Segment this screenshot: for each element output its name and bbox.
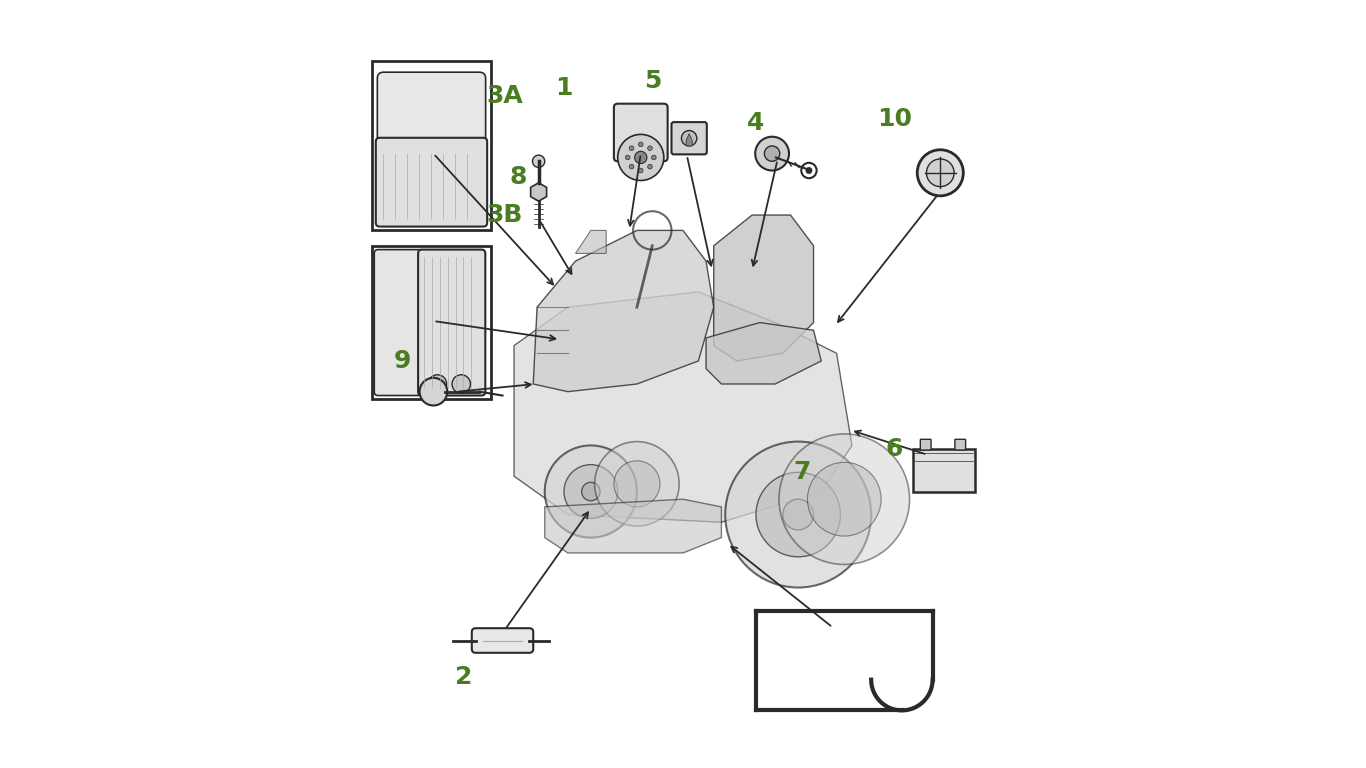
Circle shape xyxy=(755,472,840,557)
Circle shape xyxy=(613,461,660,507)
Circle shape xyxy=(545,445,637,538)
Circle shape xyxy=(630,146,634,151)
Polygon shape xyxy=(533,230,713,392)
Circle shape xyxy=(807,462,881,536)
Bar xyxy=(372,246,490,399)
Polygon shape xyxy=(545,499,721,553)
Circle shape xyxy=(582,482,600,501)
Circle shape xyxy=(452,375,470,393)
Circle shape xyxy=(652,155,656,160)
Circle shape xyxy=(630,164,634,169)
Polygon shape xyxy=(713,215,814,361)
Circle shape xyxy=(419,378,447,406)
FancyBboxPatch shape xyxy=(613,104,668,161)
Text: 5: 5 xyxy=(643,68,661,93)
Text: 7: 7 xyxy=(794,460,811,485)
Bar xyxy=(372,61,490,230)
Circle shape xyxy=(638,168,643,173)
Polygon shape xyxy=(706,323,821,384)
Circle shape xyxy=(755,137,790,170)
Text: 10: 10 xyxy=(877,107,911,131)
Circle shape xyxy=(783,499,814,530)
FancyBboxPatch shape xyxy=(672,122,706,154)
FancyBboxPatch shape xyxy=(955,439,966,450)
FancyBboxPatch shape xyxy=(471,628,533,653)
FancyBboxPatch shape xyxy=(921,439,932,450)
Polygon shape xyxy=(530,183,546,201)
Circle shape xyxy=(725,442,872,588)
Text: 8: 8 xyxy=(510,164,526,189)
Text: 4: 4 xyxy=(747,111,765,135)
Circle shape xyxy=(806,167,811,174)
Circle shape xyxy=(594,442,679,526)
Circle shape xyxy=(638,142,643,147)
Circle shape xyxy=(564,465,617,518)
Polygon shape xyxy=(575,230,607,253)
FancyBboxPatch shape xyxy=(376,137,488,227)
Circle shape xyxy=(617,134,664,180)
Circle shape xyxy=(917,150,963,196)
Polygon shape xyxy=(514,292,852,522)
Text: 3B: 3B xyxy=(486,203,523,227)
Circle shape xyxy=(647,146,653,151)
Polygon shape xyxy=(686,134,693,146)
Circle shape xyxy=(533,155,545,167)
Circle shape xyxy=(635,151,647,164)
Circle shape xyxy=(626,155,630,160)
Circle shape xyxy=(428,375,447,393)
FancyBboxPatch shape xyxy=(418,250,485,396)
FancyBboxPatch shape xyxy=(377,72,486,144)
FancyBboxPatch shape xyxy=(374,250,423,396)
Circle shape xyxy=(765,146,780,161)
Circle shape xyxy=(779,434,910,564)
Text: 6: 6 xyxy=(885,437,903,462)
Circle shape xyxy=(647,164,653,169)
Text: 2: 2 xyxy=(455,665,473,690)
Text: 1: 1 xyxy=(555,76,572,101)
Text: 3A: 3A xyxy=(486,84,523,108)
Text: 9: 9 xyxy=(393,349,411,373)
FancyBboxPatch shape xyxy=(914,449,975,492)
Circle shape xyxy=(682,131,697,146)
Circle shape xyxy=(926,159,953,187)
